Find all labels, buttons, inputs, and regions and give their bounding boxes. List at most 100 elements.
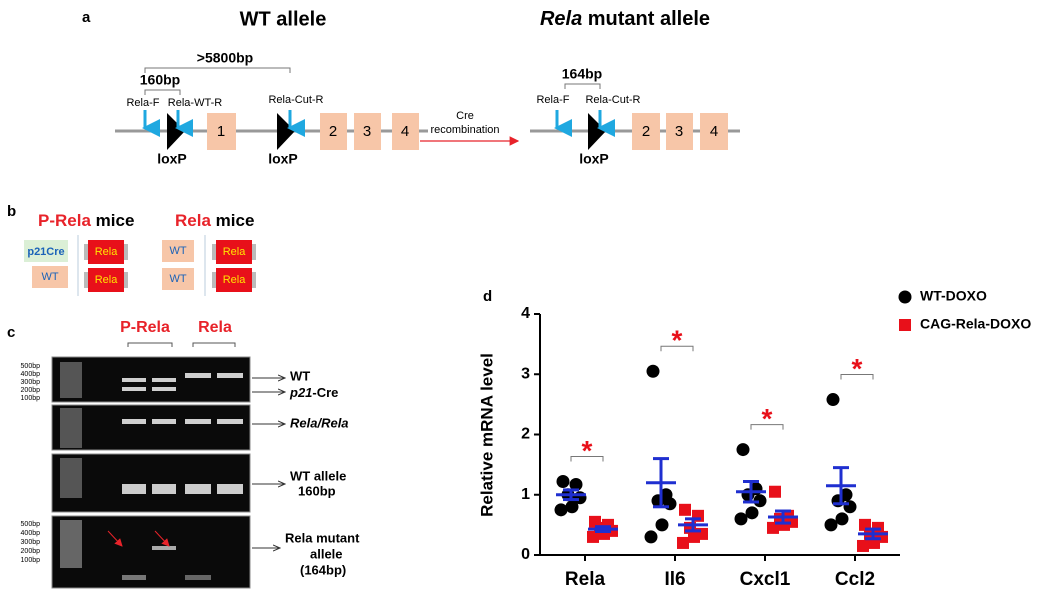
x-tick-label: Ccl2 (835, 569, 875, 590)
significance-bracket (570, 455, 604, 462)
legend-label: WT-DOXO (920, 288, 987, 304)
ladder-label: 100bp (21, 395, 41, 402)
legend-marker (898, 290, 912, 304)
data-point (767, 521, 779, 534)
data-point (569, 478, 583, 492)
data-point (824, 518, 838, 532)
significance-bracket (840, 374, 874, 380)
data-point (745, 506, 759, 520)
loxp-label: loxP (157, 151, 187, 167)
box-label: WT (169, 273, 186, 285)
data-point (831, 494, 845, 508)
panel-label: b (7, 203, 16, 220)
data-point (556, 474, 570, 488)
data-point (644, 530, 658, 544)
x-tick-label: Il6 (664, 569, 685, 590)
span-label: 160bp (140, 72, 180, 88)
span-label: >5800bp (197, 50, 253, 66)
data-point (688, 530, 700, 543)
gel (51, 404, 251, 451)
gel (51, 515, 251, 589)
exon (392, 113, 419, 150)
exon (666, 113, 693, 150)
panel-label: c (7, 324, 15, 341)
gel-label: WT allele (290, 468, 346, 483)
data-point (736, 443, 750, 457)
box-label: p21Cre (27, 246, 64, 258)
group-suffix: mice (96, 211, 135, 230)
legend-marker (899, 319, 911, 331)
exon (320, 113, 347, 150)
exon-label: 2 (642, 123, 650, 140)
data-point (679, 503, 691, 516)
gel-label: (164bp) (300, 562, 346, 577)
primer-label: Rela-F (536, 94, 569, 106)
box-label: Rela (223, 246, 247, 258)
box-label: WT (169, 245, 186, 257)
box-label: Rela (95, 274, 119, 286)
y-tick-label: 4 (521, 305, 530, 322)
exon (700, 113, 728, 150)
significance-mark: * (672, 325, 683, 356)
lane-group: P-Rela (120, 319, 170, 336)
primer-label: Rela-F (126, 97, 159, 109)
gel-label: allele (310, 546, 343, 561)
data-point (843, 500, 857, 514)
gel-label: WT (290, 368, 310, 383)
group-title: P-Rela mice (38, 211, 134, 230)
group-title: Rela mice (175, 211, 254, 230)
panel-label: d (483, 288, 492, 305)
legend-label: CAG-Rela-DOXO (920, 316, 1031, 332)
y-tick-label: 3 (521, 365, 530, 382)
arrow-label: Cre (456, 110, 474, 122)
group-name: Rela (175, 211, 211, 230)
data-point (646, 364, 660, 378)
loxp-label: loxP (579, 151, 609, 167)
data-point (734, 512, 748, 526)
span-bracket (144, 89, 181, 95)
mutant-title: Rela mutant allele (540, 8, 710, 30)
data-point (554, 503, 568, 517)
x-tick-label: Cxcl1 (740, 569, 791, 590)
box-label: WT (41, 271, 58, 283)
span-label: 164bp (562, 66, 602, 82)
rela-boxes (84, 240, 256, 292)
significance-bracket (750, 424, 784, 430)
span-bracket (564, 83, 601, 89)
ladder-label: 200bp (21, 548, 41, 555)
exon-label: 4 (710, 123, 718, 140)
exon (354, 113, 381, 150)
band-arrow (154, 530, 170, 547)
wt-title: WT allele (240, 8, 327, 30)
y-tick-label: 0 (521, 546, 530, 563)
data-point (857, 539, 869, 552)
exon (207, 113, 236, 150)
loxp-label: loxP (268, 151, 298, 167)
gel-label: 160bp (298, 483, 336, 498)
gel-label: p21-Cre (289, 385, 338, 400)
primer-label: Rela-Cut-R (268, 94, 323, 106)
exon-label: 2 (329, 123, 337, 140)
ladder-label: 100bp (21, 557, 41, 564)
x-tick-label: Rela (565, 569, 606, 590)
data-point (655, 518, 669, 532)
exon-label: 4 (401, 123, 409, 140)
loxp-site (588, 113, 606, 150)
rest: -Cre (312, 385, 338, 400)
lane-group: Rela (198, 319, 232, 336)
data-point (741, 488, 755, 502)
primer-label: Rela-Cut-R (585, 94, 640, 106)
significance-mark: * (582, 435, 593, 466)
exon-label: 3 (363, 123, 371, 140)
band-arrow (107, 530, 123, 547)
significance-mark: * (762, 403, 773, 434)
box-label: Rela (95, 246, 119, 258)
arrow-label: recombination (430, 124, 499, 136)
significance-mark: * (852, 353, 863, 384)
wt-box (32, 266, 68, 288)
data-point (753, 494, 767, 508)
data-point (587, 530, 599, 543)
panel-c: c P-Rela Rela 500bp 400bp 300bp 200bp 10… (7, 319, 360, 589)
gel (51, 453, 251, 513)
